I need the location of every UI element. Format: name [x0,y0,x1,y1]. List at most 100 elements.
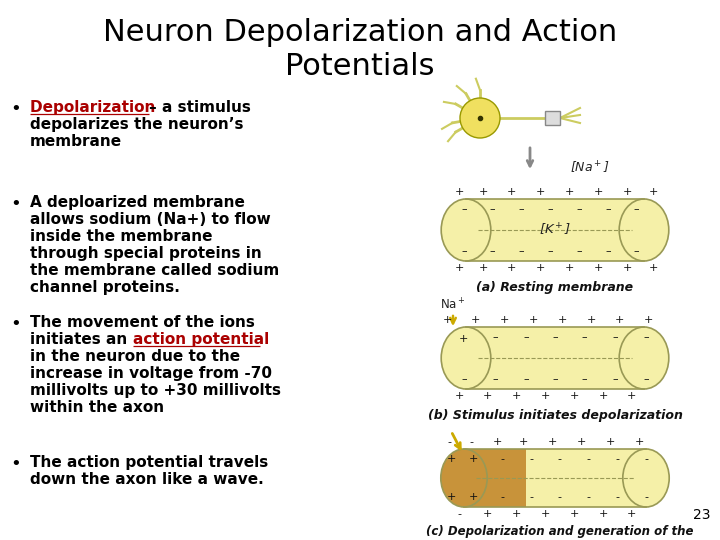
Text: The movement of the ions: The movement of the ions [30,315,255,330]
FancyBboxPatch shape [545,111,560,125]
Text: +: + [644,315,653,325]
Text: action potential: action potential [133,332,269,347]
Text: –: – [612,374,618,384]
Text: –: – [576,204,582,214]
Ellipse shape [619,199,669,261]
Text: Neuron Depolarization and Action
Potentials: Neuron Depolarization and Action Potenti… [103,18,617,80]
Text: membrane: membrane [30,134,122,149]
Text: (a) Resting membrane: (a) Resting membrane [477,281,634,294]
Text: –: – [547,204,553,214]
Text: channel proteins.: channel proteins. [30,280,180,295]
Text: +: + [564,263,574,273]
Text: within the axon: within the axon [30,400,164,415]
Text: -: - [529,454,533,464]
Text: +: + [598,391,608,401]
Text: +: + [586,315,595,325]
Text: +: + [507,263,516,273]
Text: through special proteins in: through special proteins in [30,246,262,261]
Text: +: + [564,187,574,197]
Text: –: – [492,332,498,342]
Text: +: + [519,437,528,447]
Text: allows sodium (Na+) to flow: allows sodium (Na+) to flow [30,212,271,227]
Text: +: + [598,509,608,519]
Text: -: - [457,509,461,519]
Text: +: + [536,263,545,273]
Text: –: – [605,246,611,256]
Text: –: – [634,204,639,214]
Text: +: + [500,315,509,325]
Text: 23: 23 [693,508,710,522]
Text: +: + [469,454,478,464]
Text: +: + [454,263,464,273]
Text: -: - [500,454,504,464]
Ellipse shape [441,327,491,389]
Ellipse shape [623,449,669,507]
Bar [526,449,646,507]
Text: +: + [570,391,579,401]
Text: -: - [529,492,533,502]
Text: +: + [593,263,603,273]
Text: +: + [478,187,487,197]
Text: +: + [541,391,550,401]
Text: -: - [558,454,562,464]
Text: –: – [461,374,467,384]
Text: -: - [447,437,451,447]
Text: –: – [552,332,558,342]
Text: –: – [461,246,467,256]
Text: the membrane called sodium: the membrane called sodium [30,263,279,278]
Text: +: + [649,263,658,273]
Text: +: + [627,509,636,519]
Text: +: + [593,187,603,197]
Text: +: + [483,391,492,401]
Text: -: - [644,492,648,502]
Text: –: – [581,332,587,342]
Text: –: – [576,246,582,256]
Text: +: + [447,454,456,464]
Text: –: – [634,246,639,256]
Text: -: - [500,492,504,502]
Text: •: • [10,195,21,213]
Text: increase in voltage from -70: increase in voltage from -70 [30,366,272,381]
Text: –: – [552,374,558,384]
Ellipse shape [441,449,487,507]
Text: •: • [10,100,21,118]
Text: –: – [523,332,529,342]
Text: -: - [587,492,590,502]
Text: +: + [447,492,456,502]
Text: -: - [616,492,619,502]
Bar [466,199,644,261]
Text: Na$^+$: Na$^+$ [440,298,466,313]
Text: in the neuron due to the: in the neuron due to the [30,349,240,364]
Text: +: + [649,187,658,197]
Text: The action potential travels: The action potential travels [30,455,269,470]
Text: +: + [469,492,478,502]
Text: +: + [627,391,636,401]
Text: +: + [471,315,480,325]
Text: –: – [490,204,495,214]
Text: –: – [518,204,524,214]
Text: –: – [492,374,498,384]
Text: –: – [490,246,495,256]
Text: depolarizes the neuron’s: depolarizes the neuron’s [30,117,243,132]
Text: +: + [442,315,451,325]
Text: initiates an: initiates an [30,332,132,347]
Text: (b) Stimulus initiates depolarization: (b) Stimulus initiates depolarization [428,409,683,422]
Text: –: – [518,246,524,256]
Text: [Na$^+$]: [Na$^+$] [570,160,609,176]
Ellipse shape [441,199,491,261]
Text: –: – [581,374,587,384]
Text: –: – [612,332,618,342]
Text: +: + [577,437,586,447]
Text: •: • [10,455,21,473]
Text: – a stimulus: – a stimulus [149,100,251,115]
Text: +: + [615,315,624,325]
Text: –: – [461,204,467,214]
Text: A deploarized membrane: A deploarized membrane [30,195,245,210]
Text: -: - [644,454,648,464]
Text: inside the membrane: inside the membrane [30,229,212,244]
Bar [464,449,526,507]
Text: +: + [459,334,468,344]
Text: millivolts up to +30 millivolts: millivolts up to +30 millivolts [30,383,281,398]
Text: +: + [492,437,502,447]
Text: Depolarization: Depolarization [30,100,161,115]
